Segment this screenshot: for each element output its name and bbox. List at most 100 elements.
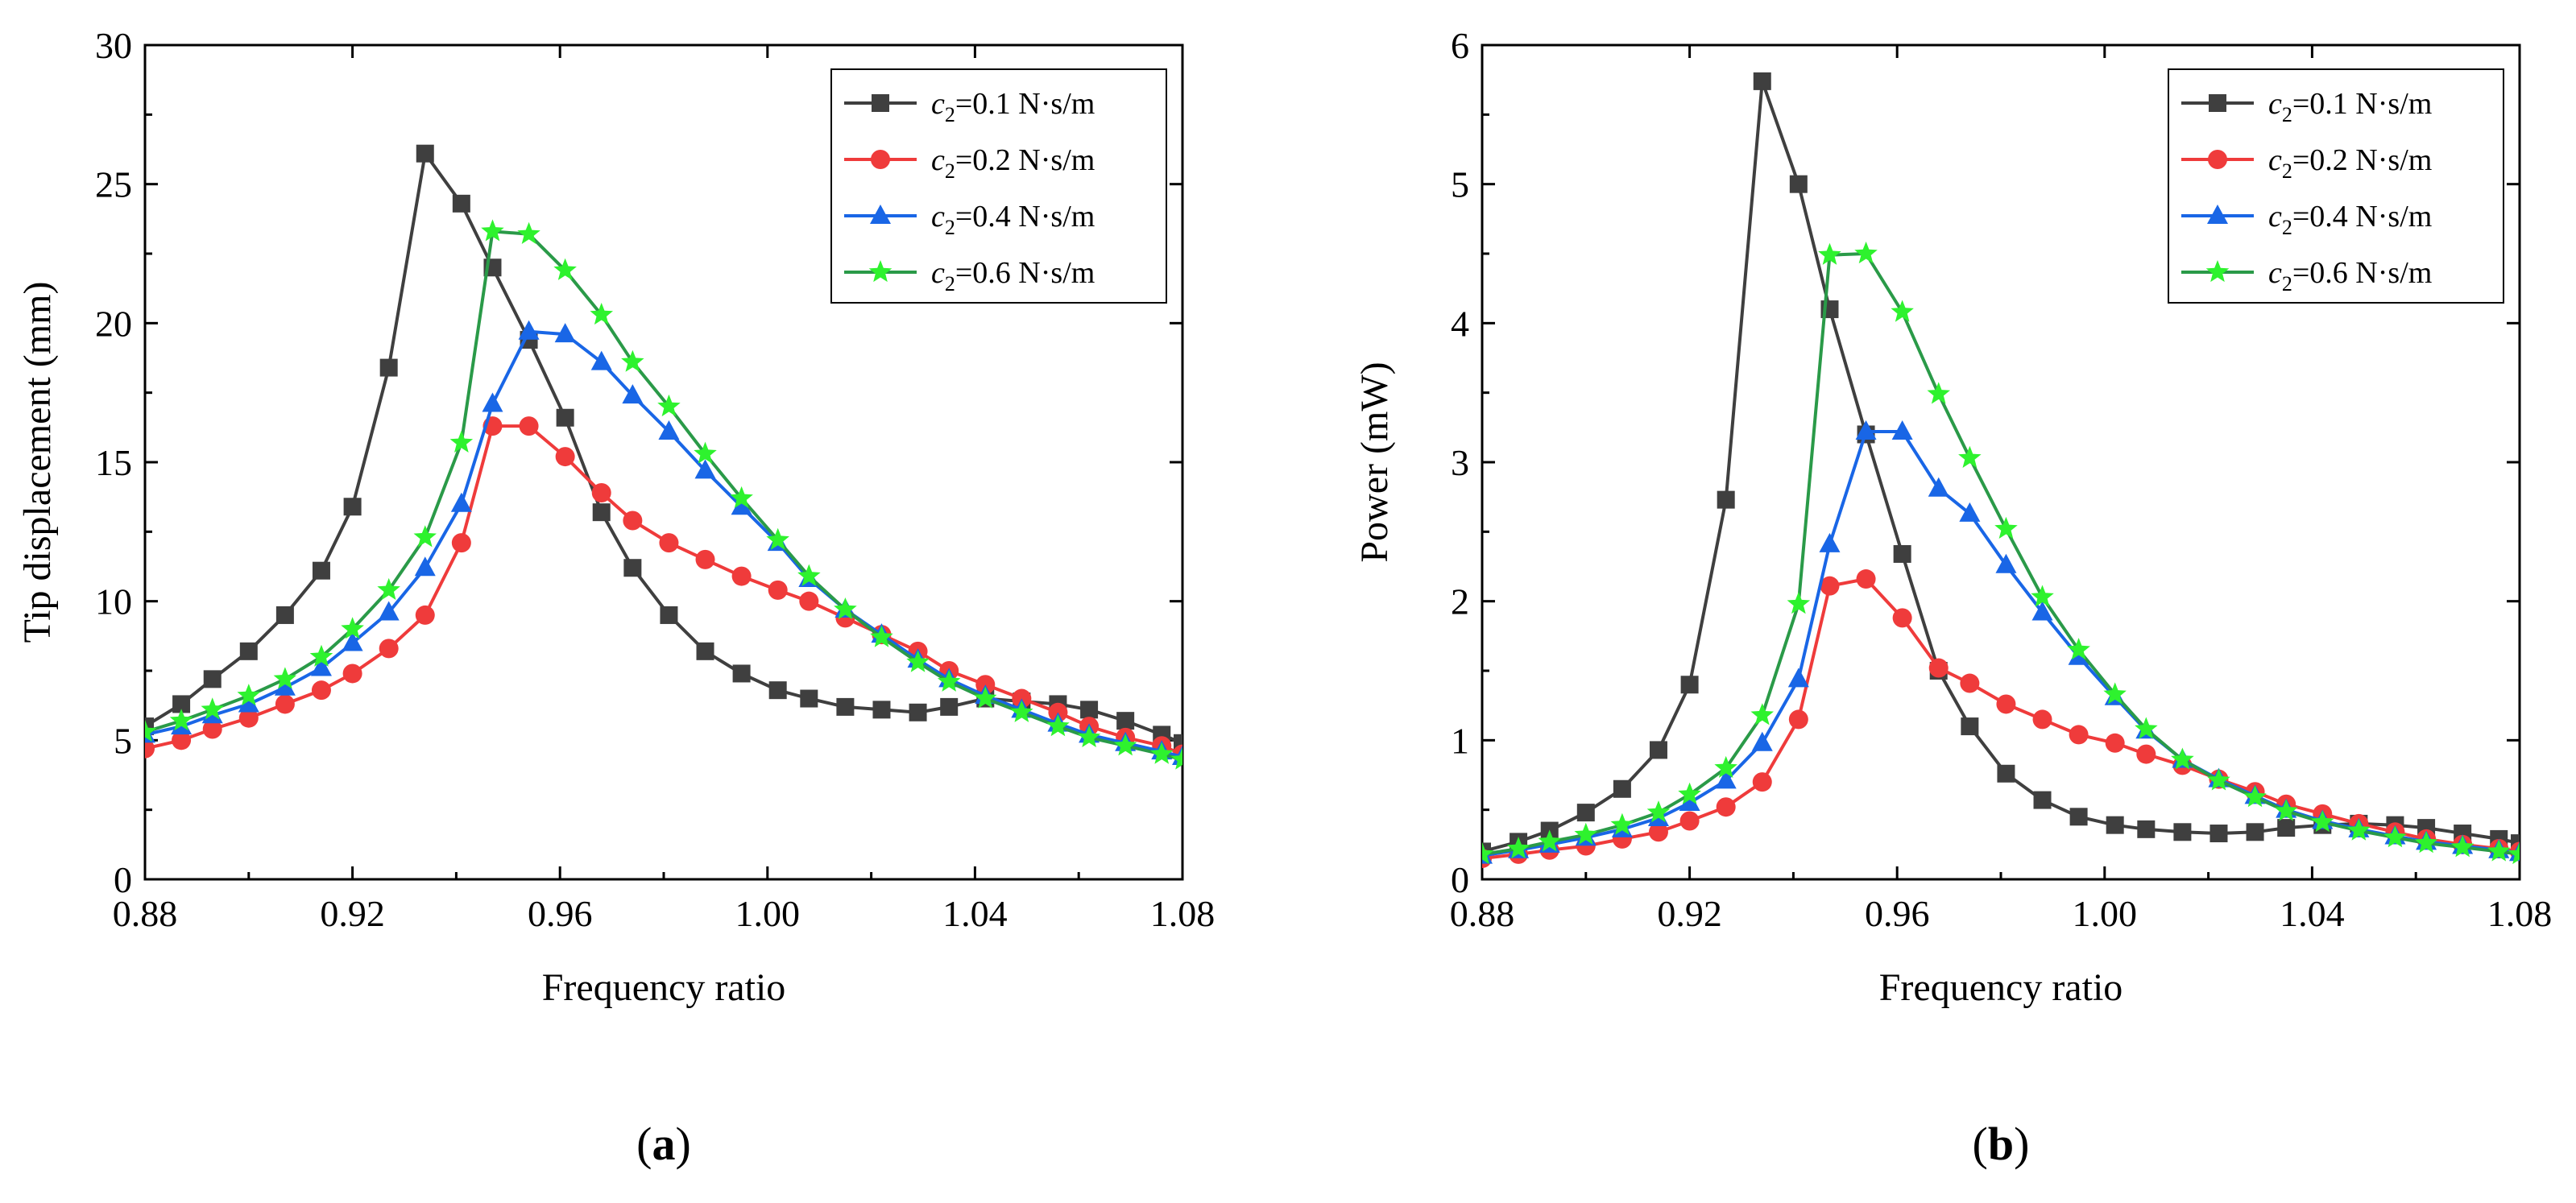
- data-point: [2450, 835, 2475, 858]
- y-tick-label: 10: [95, 581, 132, 622]
- data-point: [239, 642, 258, 660]
- plot-area: [1482, 72, 2520, 869]
- data-point: [834, 597, 857, 620]
- data-point: [2136, 744, 2156, 764]
- x-tick-label: 0.92: [320, 893, 385, 934]
- x-tick-label: 1.04: [942, 893, 1008, 934]
- x-axis-label: Frequency ratio: [542, 966, 786, 1009]
- data-point: [1928, 658, 1949, 678]
- data-point: [1538, 829, 1561, 852]
- y-axis-label: Tip displacement (mm): [16, 282, 59, 643]
- data-point: [797, 564, 821, 586]
- data-point: [1506, 837, 1530, 859]
- legend-entry-label: c2=0.4 N·s/m: [931, 200, 1095, 239]
- y-tick-label: 30: [95, 25, 132, 66]
- data-point: [836, 697, 855, 716]
- data-point: [696, 642, 714, 660]
- data-point: [145, 717, 154, 736]
- data-point: [1819, 532, 1841, 552]
- data-point: [1751, 731, 1773, 751]
- data-point: [555, 447, 575, 467]
- data-point: [731, 566, 752, 586]
- x-tick-label: 1.08: [1150, 893, 1216, 934]
- data-point: [202, 719, 222, 739]
- data-point: [1077, 725, 1101, 747]
- data-point: [1818, 242, 1841, 265]
- data-point: [658, 420, 680, 440]
- data-point: [1113, 734, 1137, 756]
- data-point: [1679, 792, 1700, 812]
- data-point: [590, 303, 613, 325]
- data-point: [1891, 420, 1913, 440]
- data-point: [766, 527, 789, 550]
- data-point: [1893, 544, 1911, 563]
- data-point: [2067, 638, 2090, 660]
- legend-entry-label: c2=0.1 N·s/m: [931, 87, 1095, 126]
- data-point: [2069, 808, 2088, 826]
- data-point: [1994, 516, 2018, 539]
- data-point: [2383, 825, 2407, 848]
- legend-entry-label: c2=0.2 N·s/m: [931, 143, 1095, 183]
- data-point: [657, 394, 681, 417]
- data-point: [309, 644, 333, 667]
- x-tick-label: 1.00: [2073, 893, 2138, 934]
- data-point: [1576, 804, 1595, 822]
- data-point: [1927, 382, 1950, 404]
- data-point: [2068, 645, 2089, 665]
- data-point: [1996, 694, 2016, 714]
- data-point: [273, 667, 297, 689]
- data-point: [1717, 490, 1735, 509]
- data-point: [799, 591, 819, 611]
- data-point: [1854, 242, 1878, 264]
- legend-marker: [872, 94, 889, 112]
- data-point: [659, 533, 679, 553]
- data-point: [623, 559, 642, 577]
- data-point: [2243, 785, 2267, 808]
- data-point: [275, 694, 295, 714]
- data-point: [554, 323, 576, 343]
- data-point: [275, 606, 294, 624]
- data-point: [1995, 553, 2017, 573]
- panel-label: (b): [1973, 1118, 2030, 1170]
- data-point: [1010, 700, 1033, 722]
- data-point: [1891, 300, 1914, 322]
- data-point: [592, 503, 611, 522]
- data-point: [1482, 841, 1494, 865]
- data-point: [2508, 841, 2520, 865]
- data-point: [2207, 768, 2230, 791]
- plot-area: [145, 144, 1182, 770]
- data-point: [1892, 608, 1912, 628]
- x-tick-label: 0.92: [1657, 893, 1722, 934]
- data-point: [1789, 175, 1808, 193]
- data-point: [1820, 576, 1840, 596]
- panel-a-chart: 0.88 0.92 0.96 1.00 1.04 1.08 0 5 10 15 20 25 30 Freq…: [16, 25, 1215, 1170]
- data-point: [1714, 755, 1737, 778]
- data-point: [169, 709, 193, 731]
- data-point: [2171, 747, 2194, 770]
- data-point: [1610, 812, 1634, 835]
- data-point: [237, 684, 261, 706]
- data-point: [1787, 668, 1809, 688]
- data-point: [1680, 676, 1699, 694]
- y-tick-label: 15: [95, 442, 132, 483]
- data-point: [1959, 502, 1981, 522]
- data-point: [451, 533, 471, 553]
- x-tick-label: 0.88: [113, 893, 178, 934]
- legend-entry-label: c2=0.6 N·s/m: [2268, 256, 2432, 296]
- data-point: [906, 650, 930, 672]
- y-tick-label: 5: [114, 720, 132, 761]
- legend-marker: [870, 205, 891, 224]
- data-point: [1116, 712, 1135, 730]
- legend-marker: [2209, 94, 2226, 112]
- x-tick-label: 0.96: [528, 893, 593, 934]
- x-axis-label: Frequency ratio: [1879, 966, 2123, 1009]
- data-point: [974, 686, 997, 709]
- y-axis-label: Power (mW): [1353, 362, 1396, 562]
- legend-marker: [2208, 150, 2227, 169]
- data-point: [343, 498, 362, 516]
- data-point: [2274, 799, 2298, 821]
- y-tick-label: 0: [1451, 859, 1469, 900]
- data-point: [2173, 823, 2192, 841]
- data-point: [379, 639, 399, 659]
- y-tick-label: 6: [1451, 25, 1469, 66]
